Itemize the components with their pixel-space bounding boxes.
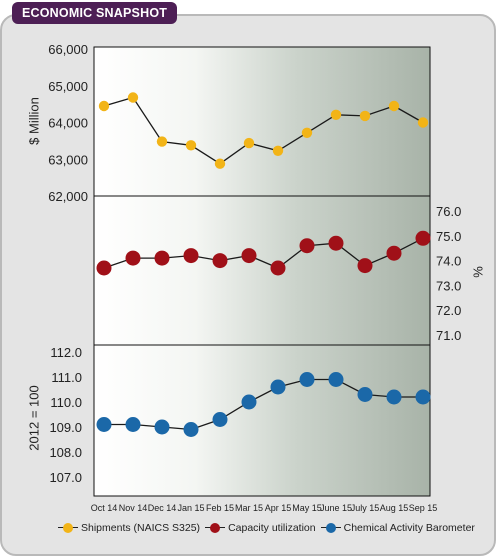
xtick-label: July 15 xyxy=(351,503,380,513)
data-point-cab xyxy=(270,379,286,395)
ytick-label-cab: 108.0 xyxy=(49,445,82,460)
data-point-cab xyxy=(96,417,112,432)
legend-dot-shipments xyxy=(63,523,73,533)
ytick-label-shipments: 65,000 xyxy=(48,79,88,94)
ytick-label-capacity: 74.0 xyxy=(436,254,461,269)
legend-item-shipments: Shipments (NAICS S325) xyxy=(58,522,200,534)
ytick-label-shipments: 64,000 xyxy=(48,116,88,131)
plot-background xyxy=(93,46,431,497)
ytick-label-capacity: 75.0 xyxy=(436,229,461,244)
xtick-label: Apr 15 xyxy=(265,503,292,513)
data-point-capacity xyxy=(357,258,373,274)
legend-dot-capacity xyxy=(210,523,221,533)
ytick-label-cab: 109.0 xyxy=(49,420,82,435)
data-point-capacity xyxy=(299,238,315,254)
xtick-label: Feb 15 xyxy=(206,503,234,513)
ytick-label-capacity: 71.0 xyxy=(436,328,461,343)
xtick-label: Dec 14 xyxy=(148,503,177,513)
data-point-cab xyxy=(299,372,315,387)
legend-marker-cab xyxy=(320,522,341,534)
legend-marker-shipments xyxy=(58,522,78,534)
ytick-label-shipments: 62,000 xyxy=(48,189,88,204)
data-point-shipments xyxy=(272,145,284,156)
data-point-shipments xyxy=(243,137,255,149)
data-point-cab xyxy=(125,417,141,432)
data-point-shipments xyxy=(185,140,197,151)
data-point-capacity xyxy=(328,235,344,251)
data-point-shipments xyxy=(301,127,313,138)
xtick-label: June 15 xyxy=(320,503,352,513)
legend-label-capacity: Capacity utilization xyxy=(228,522,316,534)
xtick-label: May 15 xyxy=(292,503,322,513)
data-point-cab xyxy=(241,394,257,410)
legend-dot-cab xyxy=(325,523,336,533)
data-point-capacity xyxy=(154,250,170,266)
legend-item-capacity: Capacity utilization xyxy=(205,522,316,534)
data-point-capacity xyxy=(270,260,286,276)
data-point-shipments xyxy=(98,100,110,112)
data-point-cab xyxy=(328,372,344,387)
xtick-label: Nov 14 xyxy=(119,503,148,513)
xtick-label: Oct 14 xyxy=(91,503,118,513)
data-point-cab xyxy=(154,419,170,435)
xtick-label: Sep 15 xyxy=(409,503,438,513)
data-point-shipments xyxy=(330,109,342,121)
ytick-label-capacity: 76.0 xyxy=(436,204,461,219)
ytick-label-cab: 110.0 xyxy=(50,395,82,410)
legend-item-cab: Chemical Activity Barometer xyxy=(320,522,475,534)
data-point-capacity xyxy=(183,248,199,264)
data-point-capacity xyxy=(415,230,431,246)
ytick-label-shipments: 63,000 xyxy=(48,152,88,167)
chart-legend: Shipments (NAICS S325) Capacity utilizat… xyxy=(58,519,480,537)
data-point-cab xyxy=(386,389,402,405)
data-point-capacity xyxy=(212,253,228,269)
data-point-shipments xyxy=(388,100,400,112)
legend-label-cab: Chemical Activity Barometer xyxy=(343,522,475,534)
data-point-cab xyxy=(183,422,199,437)
data-point-cab xyxy=(212,412,228,427)
data-point-capacity xyxy=(241,248,257,264)
xtick-label: Aug 15 xyxy=(380,503,409,513)
data-point-cab xyxy=(357,387,373,402)
data-point-shipments xyxy=(359,110,371,122)
ylabel-bottom: 2012 = 100 xyxy=(26,385,42,451)
ytick-label-capacity: 73.0 xyxy=(436,278,461,293)
ytick-label-cab: 112.0 xyxy=(50,345,82,360)
ytick-label-cab: 107.0 xyxy=(49,470,82,485)
xtick-label: Mar 15 xyxy=(235,503,263,513)
data-point-cab xyxy=(415,389,431,405)
ytick-label-capacity: 72.0 xyxy=(436,303,461,318)
data-point-capacity xyxy=(125,250,141,266)
ytick-label-cab: 111.0 xyxy=(51,370,82,385)
ylabel-top: $ Million xyxy=(26,97,42,145)
data-point-shipments xyxy=(156,136,168,147)
data-point-shipments xyxy=(214,158,226,169)
data-point-shipments xyxy=(417,117,429,128)
data-point-capacity xyxy=(96,260,112,276)
xtick-label: Jan 15 xyxy=(177,503,204,513)
legend-marker-capacity xyxy=(205,522,226,534)
ytick-label-shipments: 66,000 xyxy=(48,42,88,57)
data-point-capacity xyxy=(386,245,402,261)
legend-label-shipments: Shipments (NAICS S325) xyxy=(81,522,201,534)
page-title: ECONOMIC SNAPSHOT xyxy=(12,2,178,24)
ylabel-middle: % xyxy=(470,266,486,278)
data-point-shipments xyxy=(127,92,139,103)
